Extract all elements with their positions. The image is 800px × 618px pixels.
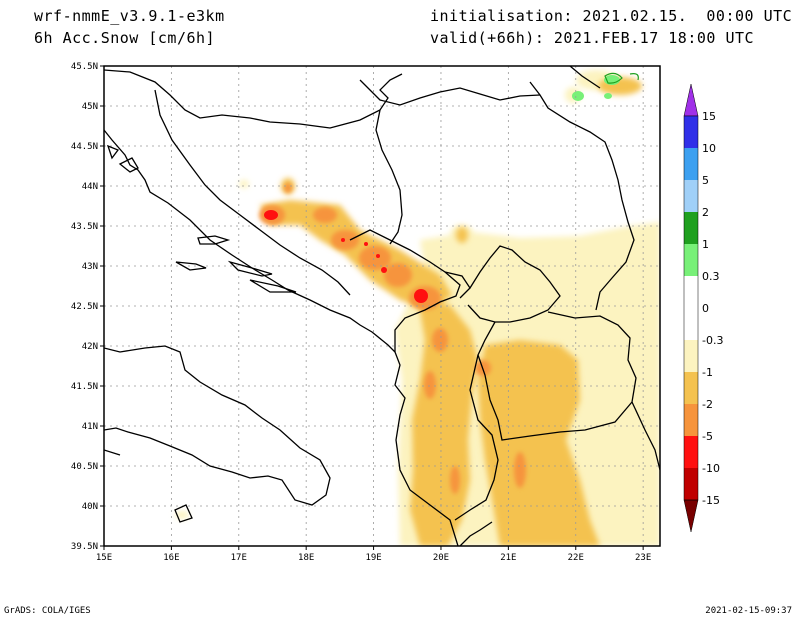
colorbar-label: 0 — [702, 302, 709, 315]
colorbar-segment — [684, 436, 698, 468]
colorbar-label: -15 — [702, 494, 720, 507]
colorbar-label: -10 — [702, 462, 720, 475]
colorbar-label: 15 — [702, 110, 716, 123]
colorbar-segment — [684, 404, 698, 436]
lon-label: 18E — [298, 553, 314, 563]
colorbar-label: -0.3 — [702, 334, 723, 347]
lon-label: 17E — [231, 553, 247, 563]
coastlines-borders — [104, 66, 660, 546]
colorbar-label: 5 — [702, 174, 709, 187]
latitude-labels: 45.5N 45N 44.5N 44N 43.5N 43N 42.5N 42N 41.5N 41N… — [71, 62, 98, 552]
lat-label: 42N — [82, 342, 98, 352]
colorbar-label: 10 — [702, 142, 716, 155]
lat-label: 42.5N — [71, 302, 98, 312]
valid-time: valid(+66h): 2021.FEB.17 18:00 UTC — [430, 29, 755, 47]
lon-label: 21E — [500, 553, 516, 563]
lon-label: 22E — [568, 553, 584, 563]
longitude-labels: 15E 16E 17E 18E 19E 20E 21E 22E 23E — [96, 553, 651, 563]
field-title: 6h Acc.Snow [cm/6h] — [34, 29, 216, 47]
colorbar: 15 10 5 2 1 0.3 0 -0.3 -1 -2 -5 -10 -15 — [683, 83, 723, 533]
colorbar-label: 1 — [702, 238, 709, 251]
lat-label: 40.5N — [71, 462, 98, 472]
lat-label: 40N — [82, 502, 98, 512]
initialisation-time: initialisation: 2021.02.15. 00:00 UTC — [430, 7, 793, 25]
colorbar-segment — [684, 468, 698, 500]
colorbar-label: -2 — [702, 398, 713, 411]
lat-label: 39.5N — [71, 542, 98, 552]
grads-credit: GrADS: COLA/IGES — [4, 606, 91, 616]
axis-ticks — [100, 65, 644, 550]
colorbar-label: -1 — [702, 366, 713, 379]
model-name-title: wrf-nmmE_v3.9.1-e3km — [34, 7, 225, 25]
map-gridlines — [104, 66, 660, 546]
snow-increase-area — [572, 72, 639, 101]
colorbar-top-arrow — [683, 83, 699, 117]
snow-field — [175, 70, 660, 546]
colorbar-segment — [684, 180, 698, 212]
lon-label: 15E — [96, 553, 112, 563]
colorbar-label: -5 — [702, 430, 713, 443]
colorbar-segment — [684, 116, 698, 148]
colorbar-segment — [684, 212, 698, 244]
lon-label: 20E — [433, 553, 449, 563]
lon-label: 23E — [635, 553, 651, 563]
colorbar-segment — [684, 244, 698, 276]
lon-label: 16E — [163, 553, 179, 563]
lat-label: 45.5N — [71, 62, 98, 72]
lat-label: 41.5N — [71, 382, 98, 392]
colorbar-segment — [684, 276, 698, 308]
colorbar-label: 2 — [702, 206, 709, 219]
lat-label: 43.5N — [71, 222, 98, 232]
colorbar-bottom-arrow — [683, 499, 699, 533]
render-timestamp: 2021-02-15-09:37 — [705, 606, 792, 616]
lon-label: 19E — [365, 553, 381, 563]
lat-label: 45N — [82, 102, 98, 112]
colorbar-segment — [684, 148, 698, 180]
snow-heavy-area — [264, 210, 428, 303]
lat-label: 44N — [82, 182, 98, 192]
lat-label: 43N — [82, 262, 98, 272]
colorbar-label: 0.3 — [702, 270, 720, 283]
lat-label: 44.5N — [71, 142, 98, 152]
lat-label: 41N — [82, 422, 98, 432]
colorbar-segment — [684, 308, 698, 340]
colorbar-segment — [684, 340, 698, 372]
colorbar-segment — [684, 372, 698, 404]
colorbar-outline — [683, 115, 699, 501]
